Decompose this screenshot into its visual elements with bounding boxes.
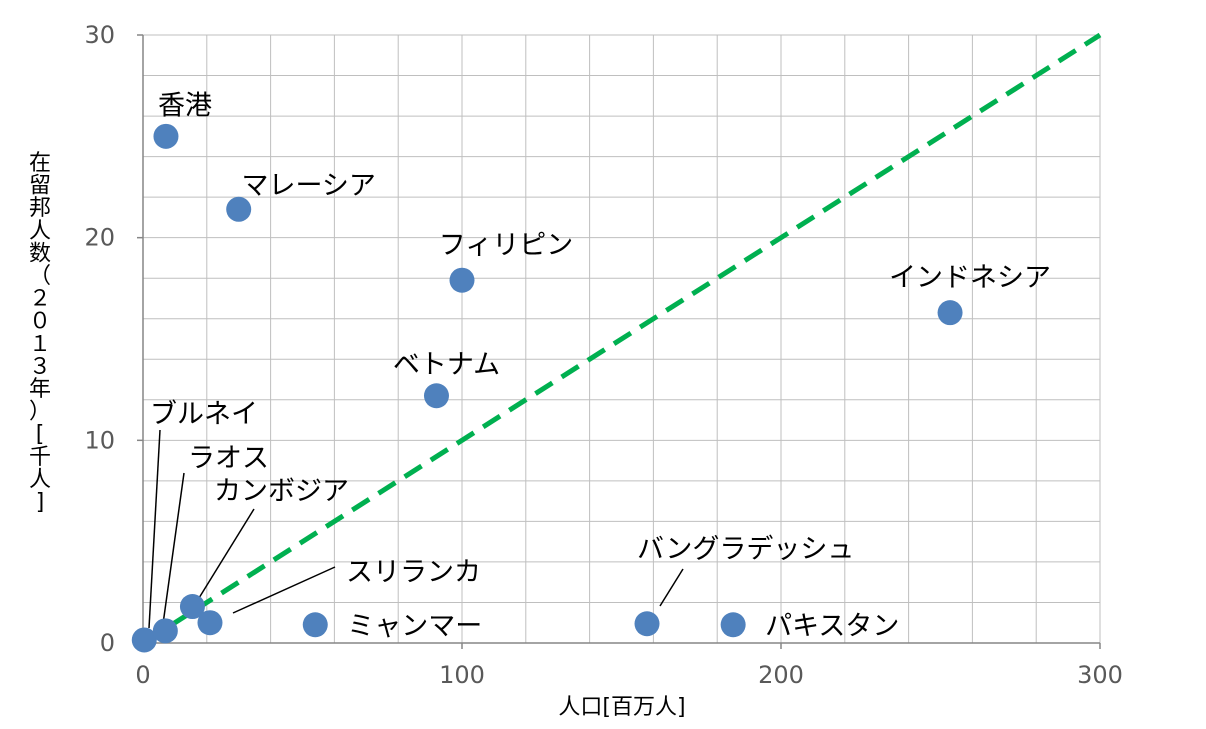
y-tick-label: 0 <box>100 629 115 657</box>
x-tick-label: 100 <box>439 661 485 689</box>
point-label: ミャンマー <box>347 611 482 642</box>
point-label: バングラデッシュ <box>637 534 854 565</box>
tick-labels: 0 100 200 300 0 10 20 30 <box>84 21 1122 689</box>
leader-line <box>148 429 161 629</box>
point-label: マレーシア <box>241 170 375 201</box>
data-point <box>937 300 963 326</box>
x-tick-label: 0 <box>135 661 150 689</box>
data-point <box>131 627 157 653</box>
leader-line <box>659 568 684 607</box>
y-axis-title: 在留邦人数（２０１３年）[千人] <box>29 151 51 515</box>
x-axis-title: 人口[百万人] <box>558 695 685 720</box>
point-label: ラオス <box>188 443 269 474</box>
data-points <box>131 123 963 653</box>
data-point <box>153 123 179 149</box>
y-tick-label: 20 <box>84 224 115 252</box>
data-point <box>449 267 475 293</box>
point-label: ブルネイ <box>150 399 258 430</box>
data-point <box>720 612 746 638</box>
x-tick-label: 300 <box>1077 661 1123 689</box>
data-point <box>197 610 223 636</box>
point-label: 香港 <box>158 90 212 121</box>
data-point <box>302 612 328 638</box>
trend-line <box>141 32 1102 646</box>
data-point <box>423 383 449 409</box>
leader-lines <box>148 429 684 629</box>
point-label: インドネシア <box>889 263 1051 294</box>
data-point <box>152 618 178 644</box>
data-point <box>634 611 660 637</box>
point-label: フィリピン <box>439 230 573 261</box>
point-labels: 香港マレーシアフィリピンインドネシアベトナムブルネイラオスカンボジアスリランカミ… <box>150 90 1051 641</box>
point-label: パキスタン <box>765 611 899 642</box>
axes <box>137 34 1101 649</box>
point-label: カンボジア <box>214 476 349 507</box>
y-tick-label: 30 <box>84 21 115 49</box>
leader-line <box>162 472 185 625</box>
point-label: スリランカ <box>346 557 481 588</box>
x-tick-label: 200 <box>758 661 804 689</box>
data-point <box>226 196 252 222</box>
point-label: ベトナム <box>393 350 500 381</box>
leader-line <box>232 566 336 614</box>
y-tick-label: 10 <box>84 426 115 454</box>
leader-line <box>198 508 255 599</box>
data-point <box>179 594 205 620</box>
